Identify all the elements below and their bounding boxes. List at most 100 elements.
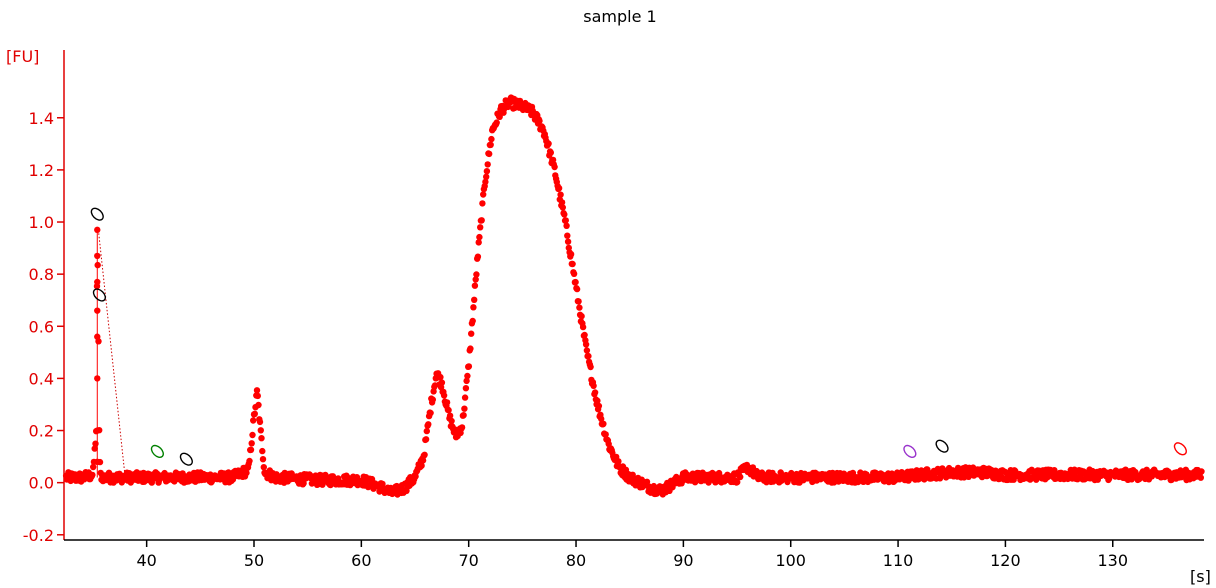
y-tick-label: 0.6	[29, 317, 54, 336]
data-point	[458, 424, 466, 431]
data-point	[598, 415, 605, 423]
series-dots	[62, 94, 1205, 498]
data-point	[250, 417, 257, 424]
x-tick-label: 60	[351, 551, 371, 570]
data-point	[255, 401, 262, 409]
data-point	[557, 191, 564, 198]
data-point	[258, 435, 265, 442]
data-point	[488, 135, 495, 143]
spike-point	[94, 252, 101, 260]
y-tick-label: 1.2	[29, 161, 54, 180]
y-tick-label: 0.0	[29, 474, 54, 493]
data-point	[559, 204, 566, 211]
data-point	[91, 445, 98, 452]
data-point	[472, 276, 479, 283]
data-point	[437, 373, 444, 381]
data-point	[483, 173, 490, 180]
x-tick-label: 40	[136, 551, 156, 570]
data-point	[463, 377, 470, 385]
data-point	[569, 260, 576, 268]
x-tick-label: 130	[1097, 551, 1128, 570]
data-point	[260, 464, 267, 471]
data-point	[564, 238, 572, 245]
data-point	[585, 352, 592, 360]
data-point	[473, 271, 480, 278]
data-point	[561, 211, 568, 218]
data-point	[460, 412, 467, 419]
y-axis-unit-label: [FU]	[6, 47, 39, 66]
spike-point	[94, 226, 101, 234]
data-point	[438, 379, 446, 386]
data-point	[590, 382, 597, 389]
data-point	[421, 451, 428, 458]
data-point	[253, 387, 261, 394]
data-point	[572, 278, 579, 286]
data-point	[595, 402, 603, 410]
peak-marker	[90, 207, 104, 221]
data-point	[475, 239, 482, 246]
data-point	[576, 304, 583, 311]
data-point	[462, 385, 470, 392]
data-point	[600, 420, 607, 427]
x-axis-unit-label: [s]	[1190, 567, 1211, 586]
data-point	[555, 185, 563, 192]
data-point	[1105, 475, 1113, 482]
data-point	[468, 330, 475, 337]
data-point	[461, 394, 469, 401]
dotted-connector-line	[97, 229, 126, 478]
peak-marker	[1173, 442, 1187, 456]
data-point	[737, 473, 744, 481]
data-point	[256, 418, 264, 426]
data-point	[254, 392, 261, 400]
data-point	[558, 199, 566, 206]
data-point	[578, 313, 585, 320]
peak-marker	[935, 439, 949, 453]
data-point	[594, 397, 601, 404]
data-point	[562, 217, 569, 224]
data-point	[259, 456, 267, 463]
spike-point	[94, 333, 101, 340]
data-point	[474, 253, 482, 260]
data-point	[563, 222, 570, 229]
x-tick-label: 110	[883, 551, 914, 570]
peak-marker	[903, 444, 917, 458]
data-point	[243, 469, 250, 477]
data-point	[573, 285, 581, 293]
data-point	[249, 431, 256, 439]
data-point	[484, 161, 491, 168]
data-point	[248, 440, 255, 447]
data-point	[89, 471, 96, 479]
data-point	[448, 417, 455, 425]
spike-point	[94, 307, 101, 314]
data-point	[570, 270, 578, 277]
x-tick-label: 100	[775, 551, 806, 570]
data-point	[379, 480, 386, 488]
data-point	[483, 168, 491, 175]
spike-point	[94, 375, 101, 382]
data-point	[496, 113, 503, 121]
x-tick-label: 120	[990, 551, 1021, 570]
data-point	[602, 431, 609, 438]
data-point	[477, 224, 484, 231]
data-point	[579, 323, 587, 331]
data-point	[461, 405, 468, 412]
y-tick-label: 1.4	[29, 109, 54, 128]
data-point	[445, 406, 452, 414]
data-point	[419, 457, 427, 464]
data-point	[476, 233, 483, 241]
peak-marker	[179, 452, 193, 466]
spike-point	[94, 427, 101, 434]
x-tick-label: 80	[566, 551, 586, 570]
y-tick-label: 1.0	[29, 213, 54, 232]
data-point	[446, 412, 454, 419]
data-point	[90, 463, 97, 471]
data-point	[482, 178, 489, 186]
data-point	[478, 217, 485, 224]
x-tick-label: 90	[673, 551, 693, 570]
data-point	[567, 251, 575, 258]
data-point	[582, 341, 590, 348]
x-tick-label: 50	[244, 551, 264, 570]
data-point	[464, 372, 471, 380]
data-point	[470, 304, 477, 311]
data-point	[469, 317, 476, 325]
